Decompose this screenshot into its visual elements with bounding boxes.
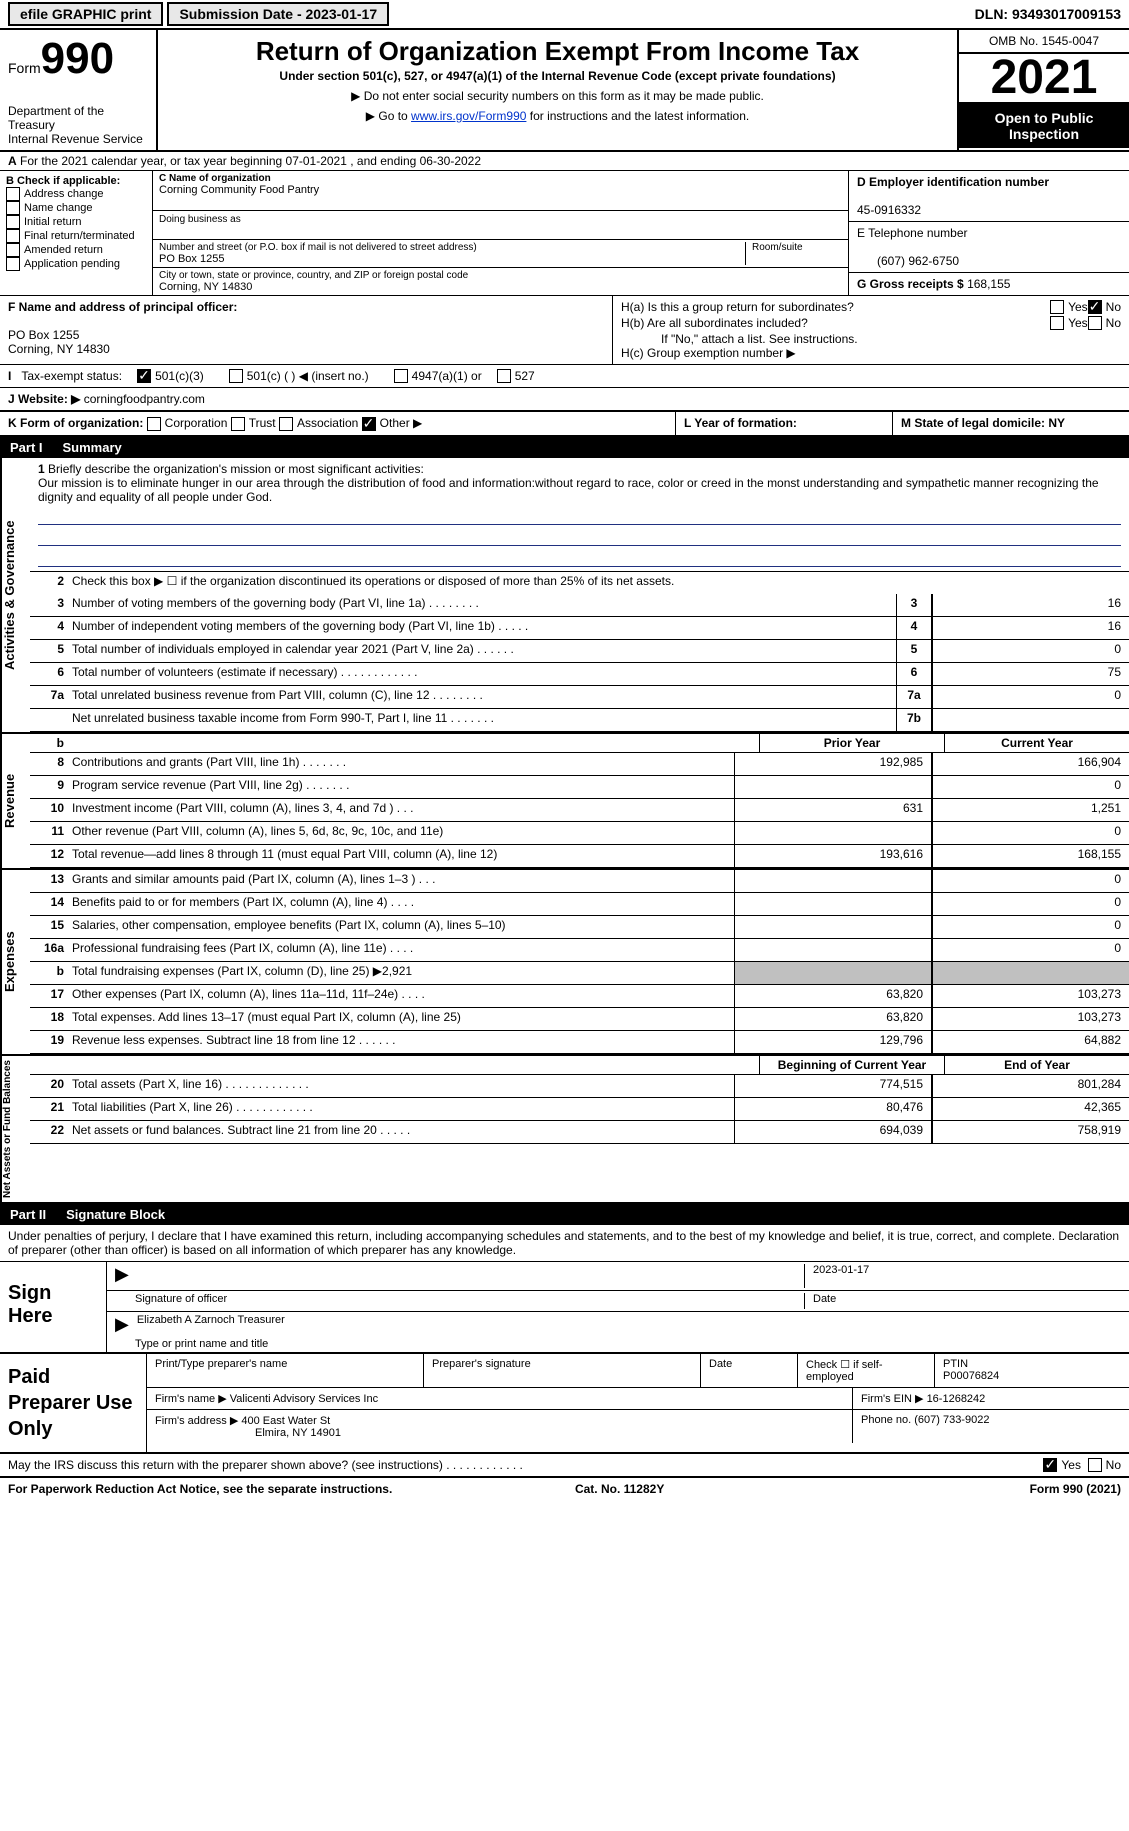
sig-date: 2023-01-17 [804, 1264, 1121, 1288]
city: Corning, NY 14830 [159, 281, 252, 293]
net-assets: Net Assets or Fund Balances Beginning of… [0, 1056, 1129, 1204]
top-bar: efile GRAPHIC print Submission Date - 20… [0, 0, 1129, 30]
discuss-yes[interactable] [1043, 1458, 1057, 1472]
part1-header: Part ISummary [0, 437, 1129, 458]
footer: For Paperwork Reduction Act Notice, see … [0, 1478, 1129, 1500]
part2-header: Part IISignature Block [0, 1204, 1129, 1225]
row-k: K Form of organization: Corporation Trus… [0, 412, 1129, 437]
row-i: ITax-exempt status: 501(c)(3) 501(c) ( )… [0, 365, 1129, 388]
checkbox-final-return/terminated[interactable]: Final return/terminated [6, 229, 146, 243]
checkbox-amended-return[interactable]: Amended return [6, 243, 146, 257]
expenses: Expenses 13Grants and similar amounts pa… [0, 870, 1129, 1056]
box-deg: D Employer identification number45-09163… [849, 171, 1129, 295]
public-inspection: Open to Public Inspection [959, 104, 1129, 148]
checkbox-name-change[interactable]: Name change [6, 201, 146, 215]
submission-btn[interactable]: Submission Date - 2023-01-17 [167, 2, 389, 26]
website: corningfoodpantry.com [84, 392, 205, 406]
section-fh: F Name and address of principal officer:… [0, 296, 1129, 365]
dept: Department of the Treasury [8, 104, 148, 132]
arrow-icon: ▶ [115, 1314, 129, 1334]
arrow-icon: ▶ [115, 1264, 129, 1288]
checkbox-initial-return[interactable]: Initial return [6, 215, 146, 229]
form-title: Return of Organization Exempt From Incom… [166, 36, 949, 67]
line-21: 21Total liabilities (Part X, line 26) . … [30, 1098, 1129, 1121]
header-center: Return of Organization Exempt From Incom… [158, 30, 957, 150]
line-18: 18Total expenses. Add lines 13–17 (must … [30, 1008, 1129, 1031]
line-22: 22Net assets or fund balances. Subtract … [30, 1121, 1129, 1144]
gross-receipts: 168,155 [967, 277, 1010, 291]
phone: (607) 962-6750 [857, 254, 959, 268]
discuss-no[interactable] [1088, 1458, 1102, 1472]
section-bcdeg: B Check if applicable: Address changeNam… [0, 171, 1129, 296]
box-c: C Name of organizationCorning Community … [153, 171, 849, 295]
line-6: 6Total number of volunteers (estimate if… [30, 663, 1129, 686]
line-20: 20Total assets (Part X, line 16) . . . .… [30, 1075, 1129, 1098]
vtab-net: Net Assets or Fund Balances [0, 1056, 30, 1202]
line-13: 13Grants and similar amounts paid (Part … [30, 870, 1129, 893]
line-10: 10Investment income (Part VIII, column (… [30, 799, 1129, 822]
row-a: A For the 2021 calendar year, or tax yea… [0, 152, 1129, 171]
vtab-exp: Expenses [0, 870, 30, 1054]
dln: DLN: 93493017009153 [975, 6, 1121, 22]
row-j: J Website: ▶ corningfoodpantry.com [0, 388, 1129, 412]
line-14: 14Benefits paid to or for members (Part … [30, 893, 1129, 916]
ha-no[interactable] [1088, 300, 1102, 314]
vtab-rev: Revenue [0, 734, 30, 868]
line-b: bTotal fundraising expenses (Part IX, co… [30, 962, 1129, 985]
other-check[interactable] [362, 417, 376, 431]
paid-preparer-label: Paid Preparer Use Only [0, 1354, 147, 1452]
checkbox-address-change[interactable]: Address change [6, 187, 146, 201]
header-right: OMB No. 1545-0047 2021 Open to Public In… [957, 30, 1129, 150]
header: Form990 Department of the Treasury Inter… [0, 30, 1129, 152]
preparer-block: Paid Preparer Use Only Print/Type prepar… [0, 1354, 1129, 1454]
501c3-check[interactable] [137, 369, 151, 383]
form-subtitle: Under section 501(c), 527, or 4947(a)(1)… [166, 69, 949, 83]
street: PO Box 1255 [159, 253, 224, 265]
efile-btn[interactable]: efile GRAPHIC print [8, 2, 163, 26]
line-3: 3Number of voting members of the governi… [30, 594, 1129, 617]
box-f: F Name and address of principal officer:… [0, 296, 613, 364]
checkbox-application-pending[interactable]: Application pending [6, 257, 146, 271]
line-19: 19Revenue less expenses. Subtract line 1… [30, 1031, 1129, 1054]
activities-governance: Activities & Governance 1 Briefly descri… [0, 458, 1129, 734]
discuss-row: May the IRS discuss this return with the… [0, 1454, 1129, 1478]
line-17: 17Other expenses (Part IX, column (A), l… [30, 985, 1129, 1008]
officer-name: Elizabeth A Zarnoch Treasurer [137, 1314, 285, 1334]
hb-yes[interactable] [1050, 316, 1064, 330]
note-ssn: ▶ Do not enter social security numbers o… [166, 89, 949, 103]
firm-ein: 16-1268242 [927, 1393, 986, 1405]
sig-declaration: Under penalties of perjury, I declare th… [0, 1225, 1129, 1262]
box-h: H(a) Is this a group return for subordin… [613, 296, 1129, 364]
revenue: Revenue bPrior YearCurrent Year 8Contrib… [0, 734, 1129, 870]
ein: 45-0916332 [857, 203, 921, 217]
line-7b: Net unrelated business taxable income fr… [30, 709, 1129, 732]
hb-no[interactable] [1088, 316, 1102, 330]
tax-year: 2021 [959, 54, 1129, 104]
line-5: 5Total number of individuals employed in… [30, 640, 1129, 663]
form-label: Form [8, 60, 41, 76]
irs-link[interactable]: www.irs.gov/Form990 [411, 109, 526, 123]
line-8: 8Contributions and grants (Part VIII, li… [30, 753, 1129, 776]
irs: Internal Revenue Service [8, 132, 148, 146]
line-7a: 7aTotal unrelated business revenue from … [30, 686, 1129, 709]
line-16a: 16aProfessional fundraising fees (Part I… [30, 939, 1129, 962]
mission: 1 Briefly describe the organization's mi… [30, 458, 1129, 572]
sign-block: Sign Here ▶2023-01-17 Signature of offic… [0, 1262, 1129, 1354]
line-11: 11Other revenue (Part VIII, column (A), … [30, 822, 1129, 845]
line-9: 9Program service revenue (Part VIII, lin… [30, 776, 1129, 799]
ha-yes[interactable] [1050, 300, 1064, 314]
form-number: 990 [41, 34, 114, 83]
firm-name: Valicenti Advisory Services Inc [230, 1393, 378, 1405]
header-left: Form990 Department of the Treasury Inter… [0, 30, 158, 150]
note-link: ▶ Go to www.irs.gov/Form990 for instruct… [166, 109, 949, 123]
line-15: 15Salaries, other compensation, employee… [30, 916, 1129, 939]
org-name: Corning Community Food Pantry [159, 184, 319, 196]
ptin: P00076824 [943, 1370, 999, 1382]
box-b: B Check if applicable: Address changeNam… [0, 171, 153, 295]
line-12: 12Total revenue—add lines 8 through 11 (… [30, 845, 1129, 868]
vtab-gov: Activities & Governance [0, 458, 30, 732]
firm-phone: (607) 733-9022 [914, 1414, 989, 1426]
sign-here-label: Sign Here [0, 1262, 107, 1352]
line-4: 4Number of independent voting members of… [30, 617, 1129, 640]
